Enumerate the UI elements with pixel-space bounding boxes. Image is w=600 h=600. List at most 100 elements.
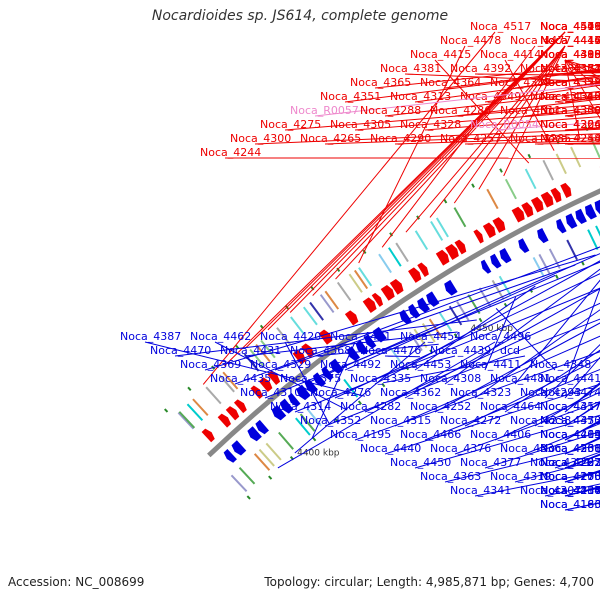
callout-line (354, 110, 600, 131)
cog-stripe (378, 253, 392, 274)
callout-line (312, 31, 566, 296)
callout-line (434, 322, 600, 413)
gene-label: Noca_4465 (540, 428, 600, 441)
gene-arrow (511, 206, 525, 223)
gene-label: Noca_4285 (510, 132, 571, 145)
callout-line (444, 68, 600, 89)
gene-arrow (271, 404, 287, 421)
gene-arrow (417, 262, 429, 278)
callout-line (144, 341, 366, 397)
callout-line (564, 59, 600, 78)
gene-label: Noca_4450 (390, 456, 451, 469)
cog-stripe (230, 474, 248, 492)
gene-arrow (490, 253, 502, 269)
gene-label: Noca_4265 (300, 132, 361, 145)
cog-stripe (408, 331, 423, 352)
cog-stripe (435, 217, 449, 238)
gene-label: Noca_4170 (540, 470, 600, 483)
gene-arrow (454, 239, 467, 255)
tick-mark (336, 267, 341, 272)
callout-line (344, 69, 600, 103)
callout-line (394, 335, 600, 427)
gene-label: Noca_4324 (540, 118, 600, 131)
kbp-tick-label: 4450 kbp (471, 324, 514, 334)
cog-stripe (453, 207, 467, 228)
gene-label: Noca_4257 (440, 132, 501, 145)
cog-stripe (299, 413, 316, 432)
cog-stripe (192, 398, 209, 417)
callout-line (434, 59, 530, 164)
gene-label: Noca_4341 (450, 484, 511, 497)
gene-label: Noca_4348 (530, 358, 591, 371)
callout-line (504, 349, 600, 413)
gene-label: Noca_4195 (330, 428, 391, 441)
cog-stripe (336, 281, 352, 301)
cog-stripe (353, 269, 369, 290)
callout-line (404, 288, 600, 399)
gene-arrow (287, 392, 301, 407)
tick-mark (334, 418, 339, 423)
cog-stripe (243, 353, 260, 372)
gene-label: Noca_4381 (380, 62, 441, 75)
gene-label: Noca_4288 (360, 104, 421, 117)
gene-label: Noca_4418 (540, 48, 600, 61)
gene-label: Noca_4511 (540, 20, 600, 33)
callout-line (294, 341, 426, 454)
gene-label: Noca_4282 (340, 400, 401, 413)
gene-label: Noca_4315 (370, 414, 431, 427)
gene-label: Noca_4254 (540, 132, 600, 145)
gene-label: Noca_4377 (460, 456, 521, 469)
gene-label: Noca_4387 (120, 330, 181, 343)
callout-line (202, 31, 496, 385)
gene-label: Noca_4470 (150, 344, 211, 357)
gene-label: Noca_4444 (540, 34, 600, 47)
gene-label: Noca_4336 (500, 442, 561, 455)
gene-label: Noca_4464 (480, 400, 541, 413)
gene-arrow (426, 291, 440, 307)
gene-label: Noca_4276 (310, 386, 371, 399)
gene-arrow (530, 196, 544, 213)
gene-arrow (225, 406, 240, 421)
tick-mark (471, 183, 475, 188)
gene-label: dcd (500, 344, 520, 357)
gene-arrow (417, 297, 431, 313)
gene-arrow (380, 284, 395, 301)
cog-stripe (358, 267, 373, 287)
genome-title: Nocardioides sp. JS614, complete genome (151, 8, 449, 24)
gene-label: Noca_4290 (370, 132, 431, 145)
gene-label: Noca_4478 (440, 34, 501, 47)
gene-label: Noca_4314 (270, 400, 331, 413)
callout-line (335, 31, 566, 280)
gene-label: Noca_4357 (540, 400, 600, 413)
cog-stripe (504, 178, 517, 200)
callout-line (382, 355, 526, 384)
tick-mark (453, 333, 458, 338)
gene-arrow (247, 426, 262, 442)
gene-label: Noca_4376 (430, 442, 491, 455)
cog-stripe (222, 371, 239, 390)
callout-line (453, 45, 566, 204)
topology-text: Topology: circular; Length: 4,985,871 bp… (264, 575, 594, 589)
gene-label: Noca_4416 (540, 34, 600, 47)
gene-label: Noca_4431 (220, 344, 281, 357)
callout-line (484, 296, 517, 371)
gene-arrow (473, 229, 484, 244)
gene-label: Noca_4236 (540, 470, 600, 483)
cog-stripe (218, 374, 235, 393)
callout-line (514, 75, 600, 89)
cog-stripe (290, 316, 306, 336)
tick-mark (555, 274, 559, 279)
gene-label: Noca_4305 (330, 118, 391, 131)
gene-label: Noca_4477 (510, 34, 571, 47)
gene-label: Noca_4331 (530, 456, 591, 469)
callout-line (514, 279, 600, 385)
callout-line (314, 83, 600, 117)
gene-label: Noca_4238 (510, 414, 571, 427)
gene-label: Noca_4313 (390, 90, 451, 103)
cog-stripe (348, 273, 363, 293)
gene-arrow (575, 208, 587, 225)
gene-arrow (594, 199, 600, 215)
gene-label: Noca_4307 (520, 484, 581, 497)
gene-arrow (445, 244, 459, 260)
